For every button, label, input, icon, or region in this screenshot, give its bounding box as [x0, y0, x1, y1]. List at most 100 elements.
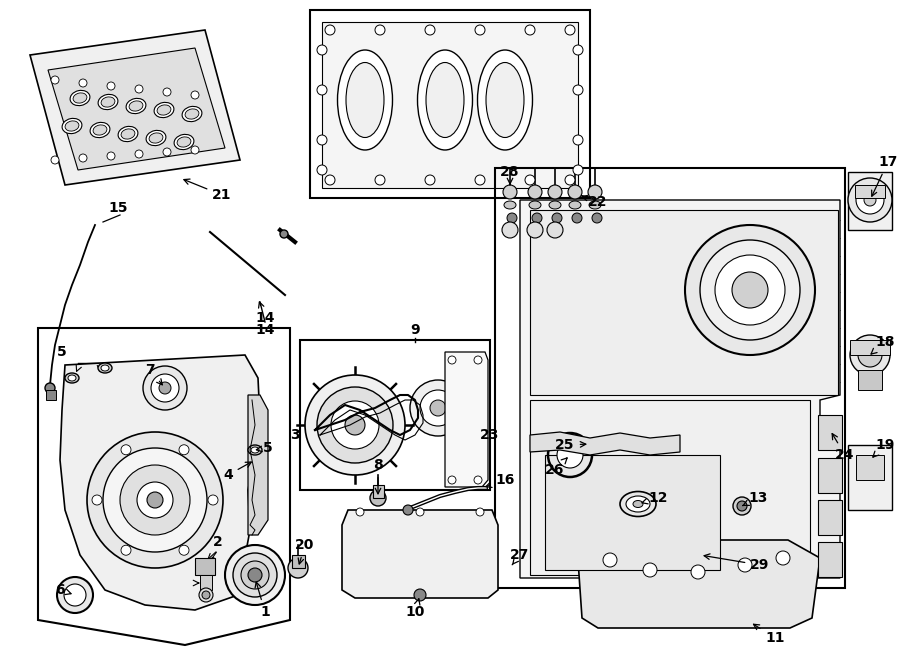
Ellipse shape — [62, 118, 82, 134]
Circle shape — [532, 213, 542, 223]
Circle shape — [856, 186, 884, 214]
Circle shape — [199, 588, 213, 602]
Circle shape — [685, 225, 815, 355]
Text: 14: 14 — [256, 302, 274, 325]
Circle shape — [208, 495, 218, 505]
Circle shape — [568, 185, 582, 199]
Text: 5: 5 — [57, 345, 67, 359]
Ellipse shape — [177, 137, 191, 147]
Ellipse shape — [185, 109, 199, 119]
Text: 27: 27 — [510, 548, 530, 564]
Bar — [850, 340, 890, 355]
Circle shape — [121, 545, 131, 555]
Circle shape — [317, 165, 327, 175]
Ellipse shape — [70, 91, 90, 106]
Text: 10: 10 — [405, 599, 425, 619]
Ellipse shape — [68, 375, 76, 381]
Text: 7: 7 — [145, 363, 162, 385]
Circle shape — [370, 490, 386, 506]
Text: 24: 24 — [832, 434, 855, 462]
Circle shape — [547, 222, 563, 238]
Circle shape — [147, 492, 163, 508]
Text: 14: 14 — [256, 323, 274, 337]
Ellipse shape — [589, 201, 601, 209]
Circle shape — [573, 165, 583, 175]
Circle shape — [715, 255, 785, 325]
Ellipse shape — [426, 63, 464, 137]
Circle shape — [420, 390, 456, 426]
Ellipse shape — [478, 50, 533, 150]
Circle shape — [163, 148, 171, 156]
Circle shape — [87, 432, 223, 568]
Circle shape — [356, 508, 364, 516]
Circle shape — [448, 356, 456, 364]
Circle shape — [403, 505, 413, 515]
Text: 23: 23 — [481, 428, 500, 442]
Circle shape — [738, 558, 752, 572]
Text: 20: 20 — [295, 538, 315, 564]
Circle shape — [79, 79, 87, 87]
Circle shape — [151, 374, 179, 402]
Circle shape — [375, 25, 385, 35]
Ellipse shape — [149, 133, 163, 143]
Bar — [818, 500, 842, 535]
Bar — [495, 168, 845, 588]
Bar — [322, 22, 578, 188]
Polygon shape — [342, 510, 498, 598]
Polygon shape — [248, 395, 268, 535]
Circle shape — [45, 383, 55, 393]
Polygon shape — [30, 30, 240, 185]
Circle shape — [732, 272, 768, 308]
Polygon shape — [578, 540, 820, 628]
Text: 26: 26 — [545, 458, 567, 477]
Circle shape — [858, 343, 882, 367]
Circle shape — [475, 25, 485, 35]
Text: 22: 22 — [589, 195, 608, 209]
Polygon shape — [48, 48, 225, 170]
Circle shape — [121, 445, 131, 455]
Polygon shape — [530, 432, 680, 455]
Bar — [310, 10, 590, 198]
Text: 16: 16 — [486, 473, 515, 487]
Ellipse shape — [90, 122, 110, 137]
Circle shape — [737, 501, 747, 511]
Circle shape — [107, 152, 115, 160]
Circle shape — [317, 85, 327, 95]
Circle shape — [345, 415, 365, 435]
Ellipse shape — [346, 63, 384, 137]
Circle shape — [525, 175, 535, 185]
Circle shape — [430, 400, 446, 416]
Text: 11: 11 — [753, 624, 785, 645]
Text: 21: 21 — [184, 179, 232, 202]
Ellipse shape — [101, 365, 109, 371]
Ellipse shape — [248, 445, 262, 455]
Circle shape — [288, 558, 308, 578]
Circle shape — [592, 213, 602, 223]
Polygon shape — [38, 328, 290, 645]
Circle shape — [331, 401, 379, 449]
Ellipse shape — [158, 105, 171, 115]
Circle shape — [103, 448, 207, 552]
Ellipse shape — [93, 125, 107, 135]
Circle shape — [159, 382, 171, 394]
Bar — [818, 542, 842, 577]
Text: 28: 28 — [500, 165, 520, 184]
Circle shape — [414, 589, 426, 601]
Circle shape — [548, 185, 562, 199]
Circle shape — [135, 85, 143, 93]
Ellipse shape — [486, 63, 524, 137]
Ellipse shape — [620, 492, 656, 516]
Circle shape — [163, 88, 171, 96]
Text: 9: 9 — [410, 323, 419, 337]
Circle shape — [700, 240, 800, 340]
Text: 5: 5 — [256, 441, 273, 455]
Circle shape — [137, 482, 173, 518]
Bar — [195, 558, 215, 575]
Circle shape — [143, 366, 187, 410]
Circle shape — [107, 82, 115, 90]
Circle shape — [507, 213, 517, 223]
Circle shape — [588, 185, 602, 199]
Circle shape — [474, 476, 482, 484]
Circle shape — [317, 135, 327, 145]
Text: 29: 29 — [704, 554, 770, 572]
